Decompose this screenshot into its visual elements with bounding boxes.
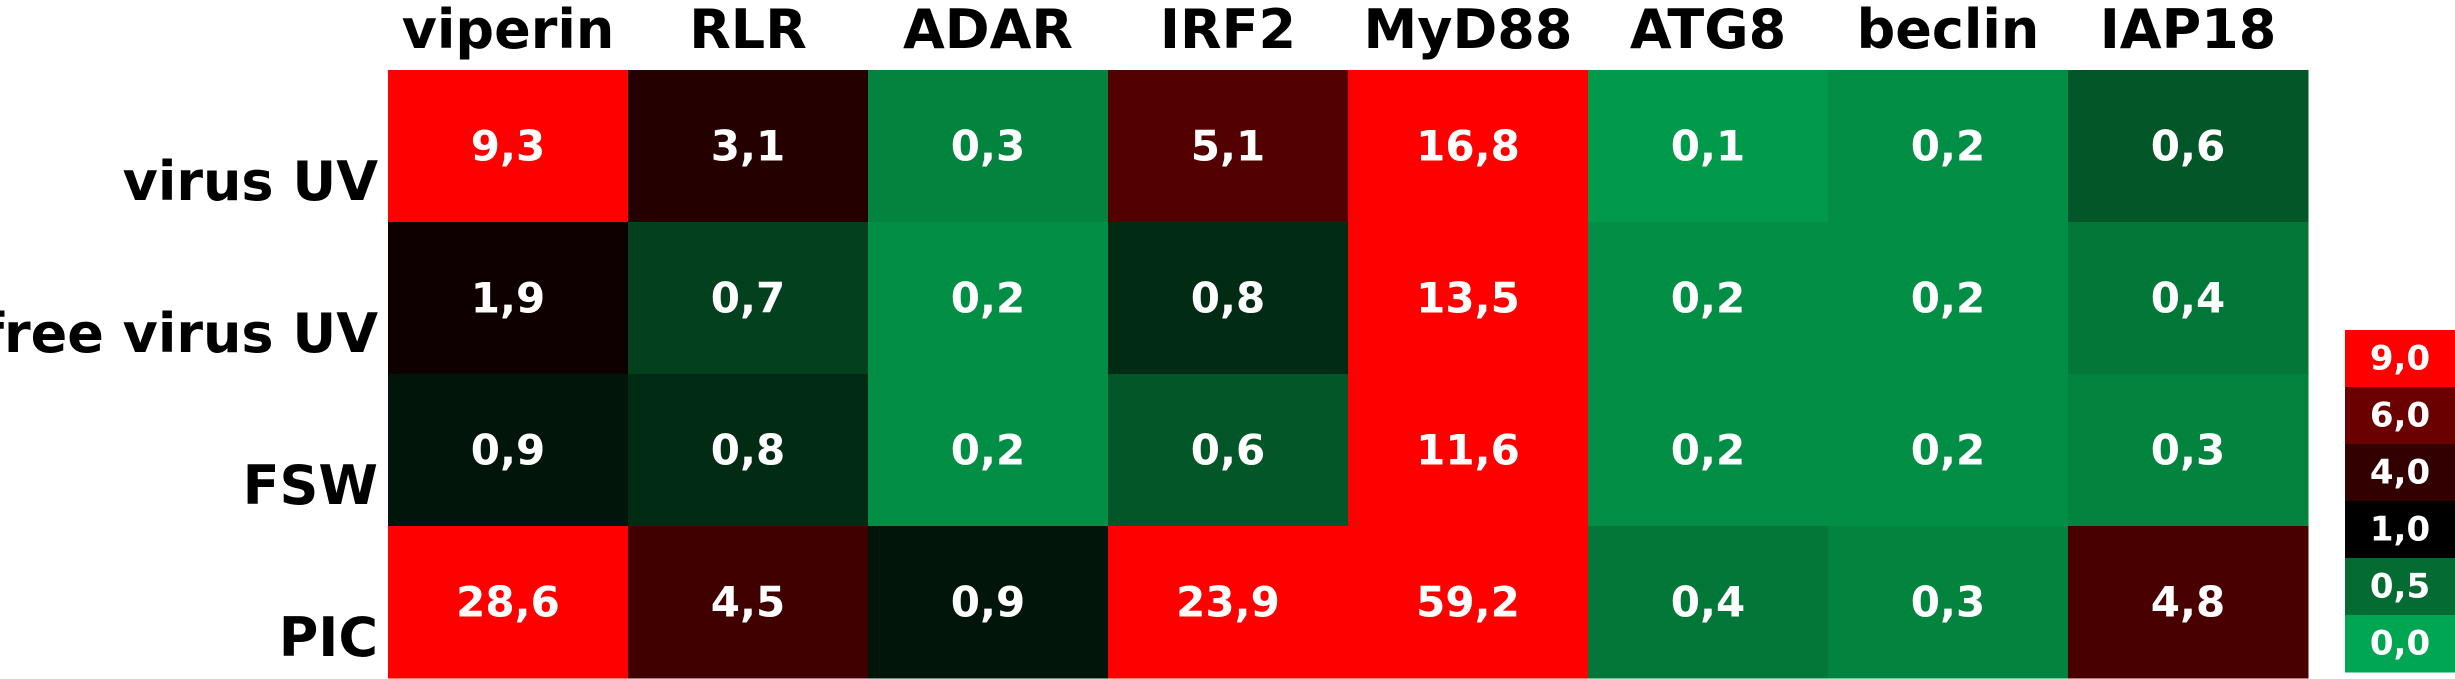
heatmap-cell (868, 374, 1109, 527)
heatmap-cell (1348, 374, 1589, 527)
heatmap-cell (1108, 222, 1349, 375)
cell-value-label: 0,9 (471, 426, 545, 475)
cell-value-label: 0,3 (1911, 578, 1985, 627)
color-legend: 9,0 6,0 4,0 1,0 0,5 0,0 (2345, 330, 2455, 673)
heatmap-cell (1348, 526, 1589, 679)
heatmap-cell (628, 70, 869, 223)
cell-value-label: 0,1 (1671, 122, 1745, 171)
cell-value-label: 0,6 (1191, 426, 1265, 475)
heatmap-cell (388, 70, 629, 223)
legend-swatch (2345, 387, 2455, 445)
legend-swatch (2345, 501, 2455, 559)
cell-value-label: 0,9 (951, 578, 1025, 627)
heatmap-cell (1588, 70, 1829, 223)
heatmap-cell (1348, 70, 1589, 223)
heatmap-cell (2068, 222, 2309, 375)
cell-value-label: 0,8 (1191, 274, 1265, 323)
heatmap-cell (388, 526, 629, 679)
heatmap-cell (1588, 526, 1829, 679)
cell-value-label: 0,2 (951, 426, 1025, 475)
cell-value-label: 5,1 (1191, 122, 1265, 171)
cell-value-label: 11,6 (1416, 426, 1520, 475)
legend-swatch (2345, 615, 2455, 673)
cell-value-label: 13,5 (1416, 274, 1520, 323)
legend-label: 4,0 (2370, 453, 2430, 493)
heatmap-cell (2068, 374, 2309, 527)
cell-value-label: 0,4 (1671, 578, 1745, 627)
heatmap-cell (628, 222, 869, 375)
cell-value-label: 28,6 (456, 578, 560, 627)
row-label: PIC (279, 606, 378, 669)
column-label: IRF2 (1160, 0, 1296, 61)
cell-value-label: 0,4 (2151, 274, 2225, 323)
cell-value-label: 59,2 (1416, 578, 1520, 627)
heatmap-cell (1588, 374, 1829, 527)
legend-swatch (2345, 558, 2455, 616)
heatmap-cell (1588, 222, 1829, 375)
heatmap-cell (2068, 70, 2309, 223)
heatmap-cell (628, 374, 869, 527)
column-labels: viperin RLR ADAR IRF2 MyD88 ATG8 beclin IAP18 (402, 0, 2277, 61)
heatmap-cell (388, 222, 629, 375)
cell-value-label: 0,2 (1911, 274, 1985, 323)
cell-value-label: 0,2 (1911, 122, 1985, 171)
heatmap-cell (868, 70, 1109, 223)
legend-label: 1,0 (2370, 510, 2430, 550)
cell-value-label: 0,8 (711, 426, 785, 475)
cell-value-label: 0,2 (1911, 426, 1985, 475)
heatmap-cell (1348, 222, 1589, 375)
heatmap-cell (1108, 374, 1349, 527)
legend-label: 9,0 (2370, 339, 2430, 379)
cell-value-label: 16,8 (1416, 122, 1520, 171)
heatmap-cell (388, 374, 629, 527)
cell-value-label: 0,2 (1671, 426, 1745, 475)
cell-value-label: 1,9 (471, 274, 545, 323)
heatmap-cell (1828, 526, 2069, 679)
legend-label: 0,0 (2370, 624, 2430, 664)
heatmap-cell (1108, 526, 1349, 679)
column-label: viperin (402, 0, 615, 61)
heatmap-cell (1108, 70, 1349, 223)
cell-value-label: 0,3 (2151, 426, 2225, 475)
heatmap-cell (868, 526, 1109, 679)
cell-value-label: 0,3 (951, 122, 1025, 171)
cell-value-label: 0,2 (951, 274, 1025, 323)
legend-swatch (2345, 444, 2455, 502)
cell-value-label: 3,1 (711, 122, 785, 171)
legend-label: 6,0 (2370, 396, 2430, 436)
column-label: IAP18 (2100, 0, 2277, 61)
cell-value-label: 4,8 (2151, 578, 2225, 627)
row-label: virus UV (123, 150, 379, 213)
column-label: RLR (689, 0, 807, 61)
heatmap-cell (868, 222, 1109, 375)
column-label: beclin (1857, 0, 2040, 61)
heatmap-cells: 9,3 3,1 0,3 5,1 16,8 0,1 0,2 0,6 1,9 0,7 0,2 0,8 13,… (388, 70, 2309, 679)
cell-value-label: 0,2 (1671, 274, 1745, 323)
column-label: MyD88 (1364, 0, 1573, 61)
cell-value-label: 23,9 (1176, 578, 1280, 627)
heatmap-cell (1828, 70, 2069, 223)
heatmap-cell (2068, 526, 2309, 679)
column-label: ATG8 (1630, 0, 1786, 61)
cell-value-label: 4,5 (711, 578, 785, 627)
legend-swatch (2345, 330, 2455, 388)
heatmap-cell (1828, 374, 2069, 527)
column-label: ADAR (903, 0, 1073, 61)
row-labels: virus UV free virus UV FSW PIC (0, 150, 378, 669)
row-label: free virus UV (0, 302, 378, 365)
legend-label: 0,5 (2370, 567, 2430, 607)
heatmap-cell (628, 526, 869, 679)
cell-value-label: 0,6 (2151, 122, 2225, 171)
cell-value-label: 9,3 (471, 122, 545, 171)
row-label: FSW (243, 454, 378, 517)
cell-value-label: 0,7 (711, 274, 785, 323)
heatmap-cell (1828, 222, 2069, 375)
